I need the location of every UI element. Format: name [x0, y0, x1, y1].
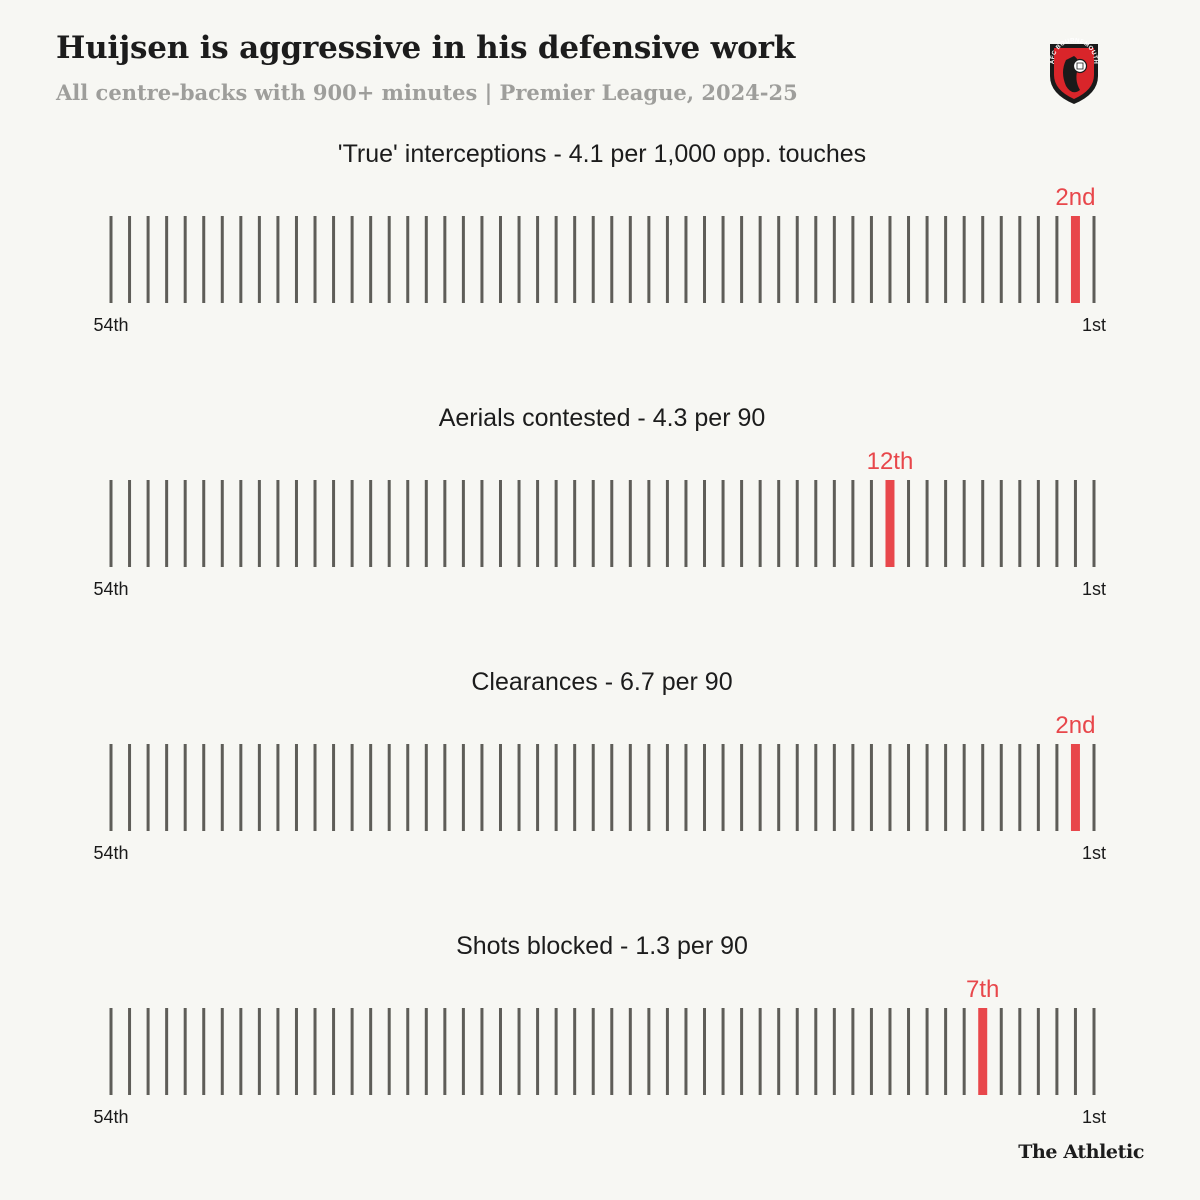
rank-strip: 12th 54th 1st	[93, 448, 1106, 599]
chart-title: Huijsen is aggressive in his defensive w…	[56, 30, 796, 66]
ranking-panel-shots-blocked: Shots blocked - 1.3 per 90 7th 54th 1st	[0, 932, 1200, 1132]
rank-strip: 2nd 54th 1st	[93, 184, 1106, 335]
rank-label: 7th	[966, 976, 999, 1003]
rank-label: 2nd	[1055, 712, 1095, 739]
metric-title: Clearances - 6.7 per 90	[471, 668, 733, 696]
axis-label-highest-rank: 1st	[1082, 315, 1106, 335]
the-athletic-logo: The Athletic	[1018, 1141, 1144, 1163]
axis-label-highest-rank: 1st	[1082, 843, 1106, 863]
chart-subtitle: All centre-backs with 900+ minutes | Pre…	[56, 80, 798, 105]
axis-label-lowest-rank: 54th	[93, 315, 128, 335]
rank-label: 12th	[867, 448, 914, 475]
metric-title: Aerials contested - 4.3 per 90	[438, 404, 766, 432]
axis-label-highest-rank: 1st	[1082, 1107, 1106, 1127]
axis-label-lowest-rank: 54th	[93, 1107, 128, 1127]
ranking-panel-interceptions: 'True' interceptions - 4.1 per 1,000 opp…	[0, 140, 1200, 340]
rank-label: 2nd	[1055, 184, 1095, 211]
rank-strip: 7th 54th 1st	[93, 976, 1106, 1127]
rank-strip: 2nd 54th 1st	[93, 712, 1106, 863]
axis-label-lowest-rank: 54th	[93, 843, 128, 863]
axis-label-highest-rank: 1st	[1082, 579, 1106, 599]
axis-label-lowest-rank: 54th	[93, 579, 128, 599]
metric-title: 'True' interceptions - 4.1 per 1,000 opp…	[337, 140, 867, 168]
ranking-panel-aerials: Aerials contested - 4.3 per 90 12th 54th 1…	[0, 404, 1200, 604]
afc-bournemouth-crest-icon: AFC BOURNEMOUTH	[1050, 38, 1098, 104]
metric-title: Shots blocked - 1.3 per 90	[456, 932, 748, 960]
ranking-panel-clearances: Clearances - 6.7 per 90 2nd 54th 1st	[0, 668, 1200, 868]
